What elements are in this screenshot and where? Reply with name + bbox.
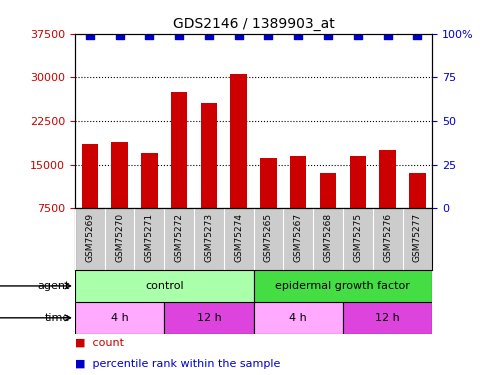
Text: ■  count: ■ count [75,338,124,348]
Text: GSM75270: GSM75270 [115,213,124,262]
Title: GDS2146 / 1389903_at: GDS2146 / 1389903_at [173,17,334,32]
Text: time: time [45,313,70,323]
Point [175,33,183,39]
Bar [141,153,157,208]
Bar [343,302,432,334]
Bar [164,302,254,334]
Bar [320,173,336,208]
Bar [380,150,396,208]
Text: ■  percentile rank within the sample: ■ percentile rank within the sample [75,359,280,369]
Text: 12 h: 12 h [197,313,221,323]
Text: GSM75272: GSM75272 [175,213,184,262]
Point [295,33,302,39]
Point [265,33,272,39]
Bar [75,302,164,334]
Bar [112,142,128,208]
Point [145,33,153,39]
Text: 4 h: 4 h [289,313,307,323]
Bar [82,144,98,208]
Bar [201,104,217,208]
Bar [350,156,366,208]
Text: GSM75275: GSM75275 [354,213,362,262]
Point [205,33,213,39]
Text: GSM75267: GSM75267 [294,213,303,262]
Bar [290,156,306,208]
Text: GSM75274: GSM75274 [234,213,243,262]
Point [235,33,242,39]
Text: control: control [145,281,184,291]
Text: 4 h: 4 h [111,313,128,323]
Bar [254,302,343,334]
Point [413,33,421,39]
Bar [75,270,254,302]
Point [86,33,94,39]
Text: epidermal growth factor: epidermal growth factor [275,281,411,291]
Text: GSM75268: GSM75268 [324,213,332,262]
Text: GSM75276: GSM75276 [383,213,392,262]
Point [116,33,124,39]
Bar [230,74,247,208]
Text: agent: agent [38,281,70,291]
Bar [260,158,277,208]
Text: GSM75273: GSM75273 [204,213,213,262]
Text: 12 h: 12 h [375,313,400,323]
Bar [409,173,426,208]
Point [354,33,362,39]
Point [324,33,332,39]
Bar [171,92,187,208]
Text: GSM75265: GSM75265 [264,213,273,262]
Text: GSM75277: GSM75277 [413,213,422,262]
Point [384,33,392,39]
Bar [254,270,432,302]
Text: GSM75269: GSM75269 [85,213,94,262]
Text: GSM75271: GSM75271 [145,213,154,262]
